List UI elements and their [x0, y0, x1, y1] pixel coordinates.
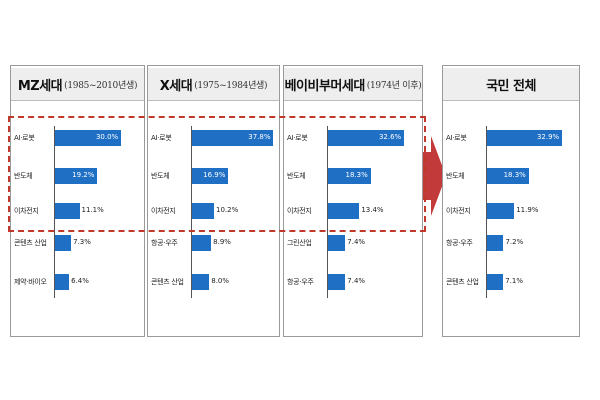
category-label: 반도체 [287, 172, 306, 180]
top3-highlight-box [8, 116, 426, 232]
data-label: 16.9% [203, 171, 226, 179]
bar [487, 168, 529, 184]
category-label: AI·로봇 [151, 134, 172, 142]
panel-subtitle: (1985~2010년생) [64, 80, 138, 91]
panel-subtitle: (1975~1984년생) [194, 80, 268, 91]
category-label: 항공·우주 [151, 239, 178, 247]
category-label: AI·로봇 [14, 134, 35, 142]
bar [55, 203, 80, 219]
bar [192, 168, 229, 184]
data-label: 32.6% [378, 133, 402, 141]
data-label: 19.2% [72, 171, 95, 179]
data-label: 8.0% [211, 277, 230, 285]
bar [192, 235, 212, 251]
data-label: 18.3% [345, 171, 368, 179]
panel-header: X세대 (1975~1984년생) [148, 68, 279, 101]
bar [328, 203, 360, 219]
bar [192, 130, 274, 146]
axis-line [486, 126, 487, 298]
bar [487, 274, 504, 290]
data-label: 8.9% [213, 238, 231, 246]
bar [328, 130, 405, 146]
bar [192, 274, 210, 290]
axis-line [327, 126, 328, 298]
panel-title: 베이비부머세대 [284, 78, 366, 94]
bar [55, 235, 72, 251]
data-label: 7.2% [505, 238, 524, 246]
chart-panel-4 [442, 65, 580, 337]
panel-title: MZ세대 [17, 78, 63, 94]
category-label: 반도체 [151, 172, 170, 180]
data-label: 7.4% [347, 277, 366, 285]
data-label: 7.4% [347, 238, 366, 246]
category-label: 항공·우주 [287, 278, 314, 286]
category-label: 이차전지 [14, 207, 39, 215]
bar [487, 235, 504, 251]
panel-subtitle: (1974년 이후) [366, 80, 422, 91]
chart-panel-1 [10, 65, 145, 337]
panel-title: X세대 [159, 78, 193, 94]
bar [487, 203, 515, 219]
bar [192, 203, 214, 219]
bar [328, 274, 346, 290]
data-label: 11.9% [516, 206, 539, 214]
chart-panel-2 [147, 65, 280, 337]
data-label: 30.0% [95, 133, 119, 141]
category-label: 반도체 [446, 172, 465, 180]
chart-panel-3 [283, 65, 423, 337]
category-label: 항공·우주 [446, 239, 473, 247]
category-label: 이차전지 [446, 207, 471, 215]
data-label: 11.1% [81, 206, 104, 214]
category-label: 콘텐츠 산업 [14, 239, 47, 247]
data-label: 13.4% [361, 206, 384, 214]
category-label: 이차전지 [287, 207, 312, 215]
category-label: AI·로봇 [287, 134, 308, 142]
category-label: 이차전지 [151, 207, 176, 215]
bar [55, 168, 98, 184]
axis-line [54, 126, 55, 298]
category-label: AI·로봇 [446, 134, 467, 142]
data-label: 10.2% [215, 206, 239, 214]
data-label: 37.8% [248, 133, 271, 141]
data-label: 7.3% [73, 238, 91, 246]
bar [55, 274, 70, 290]
data-label: 18.3% [503, 171, 526, 179]
category-label: 반도체 [14, 172, 33, 180]
category-label: 제약·바이오 [14, 278, 47, 286]
bar [487, 130, 563, 146]
panel-header: MZ세대 (1985~2010년생) [11, 68, 144, 101]
data-label: 6.4% [71, 277, 89, 285]
category-label: 콘텐츠 산업 [151, 278, 184, 286]
panel-header: 국민 전체 [443, 68, 579, 101]
axis-line [191, 126, 192, 298]
panel-title: 국민 전체 [486, 78, 536, 94]
bar [328, 235, 346, 251]
bar [55, 130, 122, 146]
bar [328, 168, 371, 184]
data-label: 32.9% [536, 133, 560, 141]
category-label: 그린산업 [287, 239, 312, 247]
data-label: 7.1% [505, 277, 524, 285]
panel-header: 베이비부머세대 (1974년 이후) [284, 68, 422, 101]
category-label: 콘텐츠 산업 [446, 278, 479, 286]
